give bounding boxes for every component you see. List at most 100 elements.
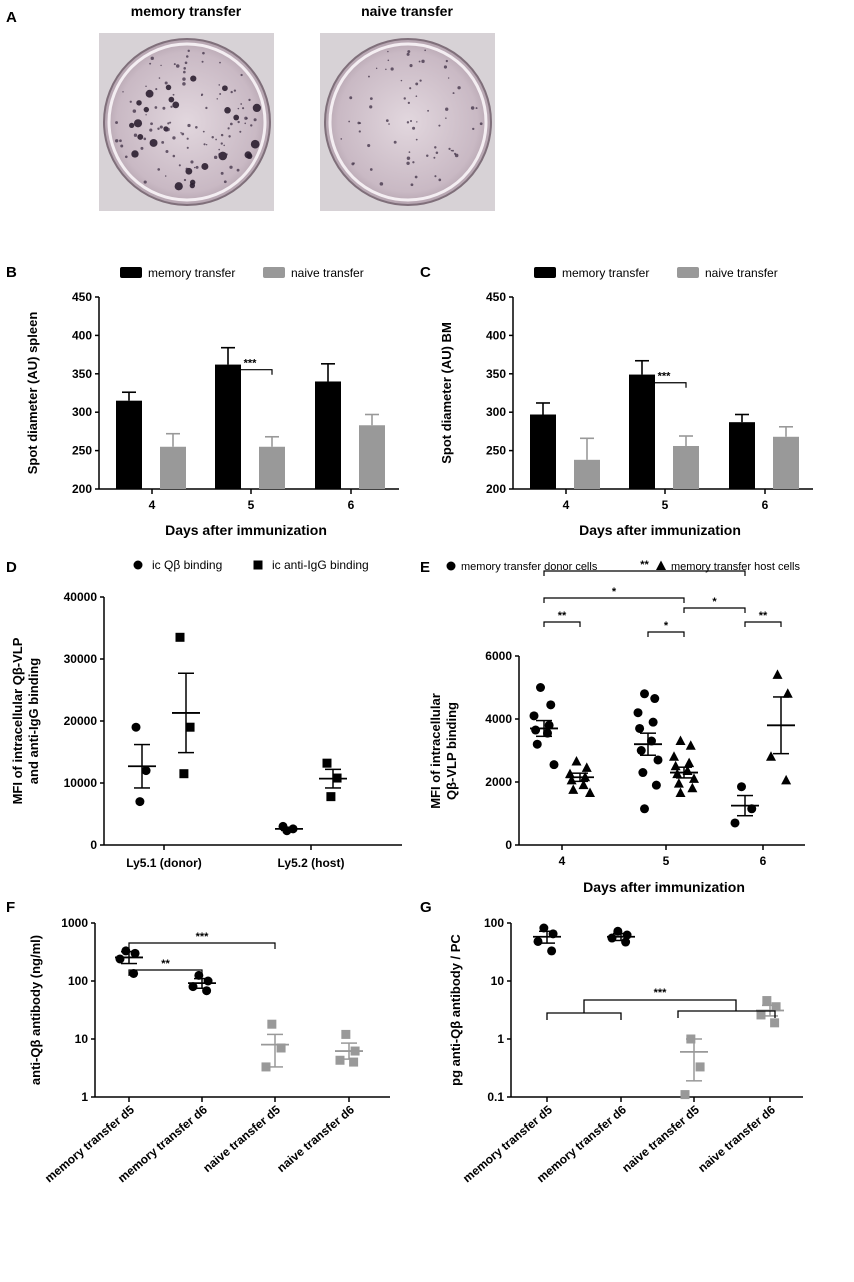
well-spot xyxy=(385,119,389,123)
data-point xyxy=(766,751,776,761)
bar xyxy=(215,364,241,489)
well-spot xyxy=(470,106,475,110)
panel-d: ic Qβ binding ic anti-IgG binding 0 10000 20… xyxy=(10,558,402,870)
significance-label: ** xyxy=(558,610,567,622)
x-tick-label: Ly5.2 (host) xyxy=(278,856,345,870)
well-spot xyxy=(230,90,233,94)
data-point xyxy=(633,708,643,718)
x-axis-label: Days after immunization xyxy=(579,522,741,538)
well-spot xyxy=(132,109,137,113)
well-spot xyxy=(448,147,451,151)
well-spot xyxy=(175,64,180,68)
well-spot xyxy=(181,132,185,136)
well-spot xyxy=(167,122,170,125)
x-tick-label: 4 xyxy=(149,498,156,512)
well-spot xyxy=(433,156,436,159)
legend-marker xyxy=(446,561,456,571)
well-spot xyxy=(403,97,406,100)
well-spot xyxy=(194,166,196,169)
well-spot xyxy=(150,122,153,126)
y-tick-label: 250 xyxy=(486,444,506,458)
significance-label: ** xyxy=(161,958,170,970)
data-point xyxy=(543,728,552,738)
data-point xyxy=(771,1002,781,1012)
data-point xyxy=(335,1055,345,1065)
well-disc xyxy=(104,39,270,205)
data-point xyxy=(680,1090,690,1100)
well-spot xyxy=(406,121,410,124)
panel-e: memory transfer donor cells memory transf… xyxy=(428,559,805,895)
data-point xyxy=(546,700,556,710)
legend-label: memory transfer donor cells xyxy=(461,561,598,573)
well-spot xyxy=(368,75,370,78)
y-tick-label: 350 xyxy=(486,367,506,381)
y-tick-label: 10000 xyxy=(64,776,98,790)
well-spot xyxy=(187,49,190,53)
well-spot xyxy=(140,146,144,150)
x-tick-label: 4 xyxy=(559,854,566,868)
well-spot xyxy=(129,122,135,128)
y-tick-label: 300 xyxy=(486,405,506,419)
data-point xyxy=(115,954,125,964)
well-spot xyxy=(159,125,163,129)
well-spot xyxy=(201,60,204,63)
x-axis-label: Days after immunization xyxy=(165,522,327,538)
y-axis-label: and anti-IgG binding xyxy=(26,658,41,784)
data-point xyxy=(782,688,793,698)
data-point xyxy=(684,757,695,768)
data-point xyxy=(695,1062,705,1072)
panel-letter-B: B xyxy=(6,264,17,281)
well-spot xyxy=(222,85,228,92)
bar xyxy=(629,374,655,489)
well-spot xyxy=(183,178,187,182)
y-tick-label: 300 xyxy=(72,405,92,419)
data-point xyxy=(179,769,189,779)
y-axis-label: MFI of intracellular xyxy=(428,693,443,809)
well-spot xyxy=(229,122,233,126)
bar xyxy=(359,425,385,489)
y-axis-label: MFI of intracellular Qβ-VLP xyxy=(10,637,25,804)
data-point xyxy=(547,946,557,956)
y-tick-label: 400 xyxy=(486,328,506,342)
well-spot xyxy=(435,151,439,155)
well-spot xyxy=(228,135,231,138)
legend-marker xyxy=(656,560,666,570)
well-spot xyxy=(133,119,143,128)
well-spot xyxy=(149,128,153,132)
well-spot xyxy=(237,120,240,124)
data-point xyxy=(349,1057,359,1067)
significance-label: *** xyxy=(244,358,258,370)
y-tick-label: 100 xyxy=(484,916,504,930)
well-spot xyxy=(119,139,122,143)
well-spot xyxy=(387,50,389,53)
data-point xyxy=(175,632,185,642)
well-spot xyxy=(357,121,361,125)
data-point xyxy=(539,923,549,933)
data-point xyxy=(762,996,772,1006)
well-spot xyxy=(158,77,161,79)
well-spot xyxy=(219,61,221,64)
legend-label: memory transfer host cells xyxy=(671,561,800,573)
well-spot xyxy=(187,123,191,128)
x-tick-label: 6 xyxy=(760,854,767,868)
well-spot xyxy=(409,87,412,90)
y-tick-label: 20000 xyxy=(64,714,98,728)
well-spot xyxy=(236,168,240,172)
well-spot xyxy=(242,107,245,110)
well-spot xyxy=(246,153,253,160)
data-point xyxy=(549,760,559,770)
well-spot xyxy=(457,86,461,90)
well-spot xyxy=(424,49,426,52)
well-spot xyxy=(115,139,119,143)
x-tick-label: naive transfer d5 xyxy=(619,1102,702,1175)
panel-letter-G: G xyxy=(420,899,432,916)
well-spot xyxy=(165,149,169,153)
well-image-memory-transfer: memory transfer xyxy=(99,3,274,211)
legend: ic Qβ binding ic anti-IgG binding xyxy=(133,558,369,572)
significance-bracket xyxy=(543,597,685,603)
data-point xyxy=(772,669,783,679)
data-point xyxy=(651,780,661,790)
well-spot xyxy=(145,114,147,116)
data-point xyxy=(635,723,645,733)
